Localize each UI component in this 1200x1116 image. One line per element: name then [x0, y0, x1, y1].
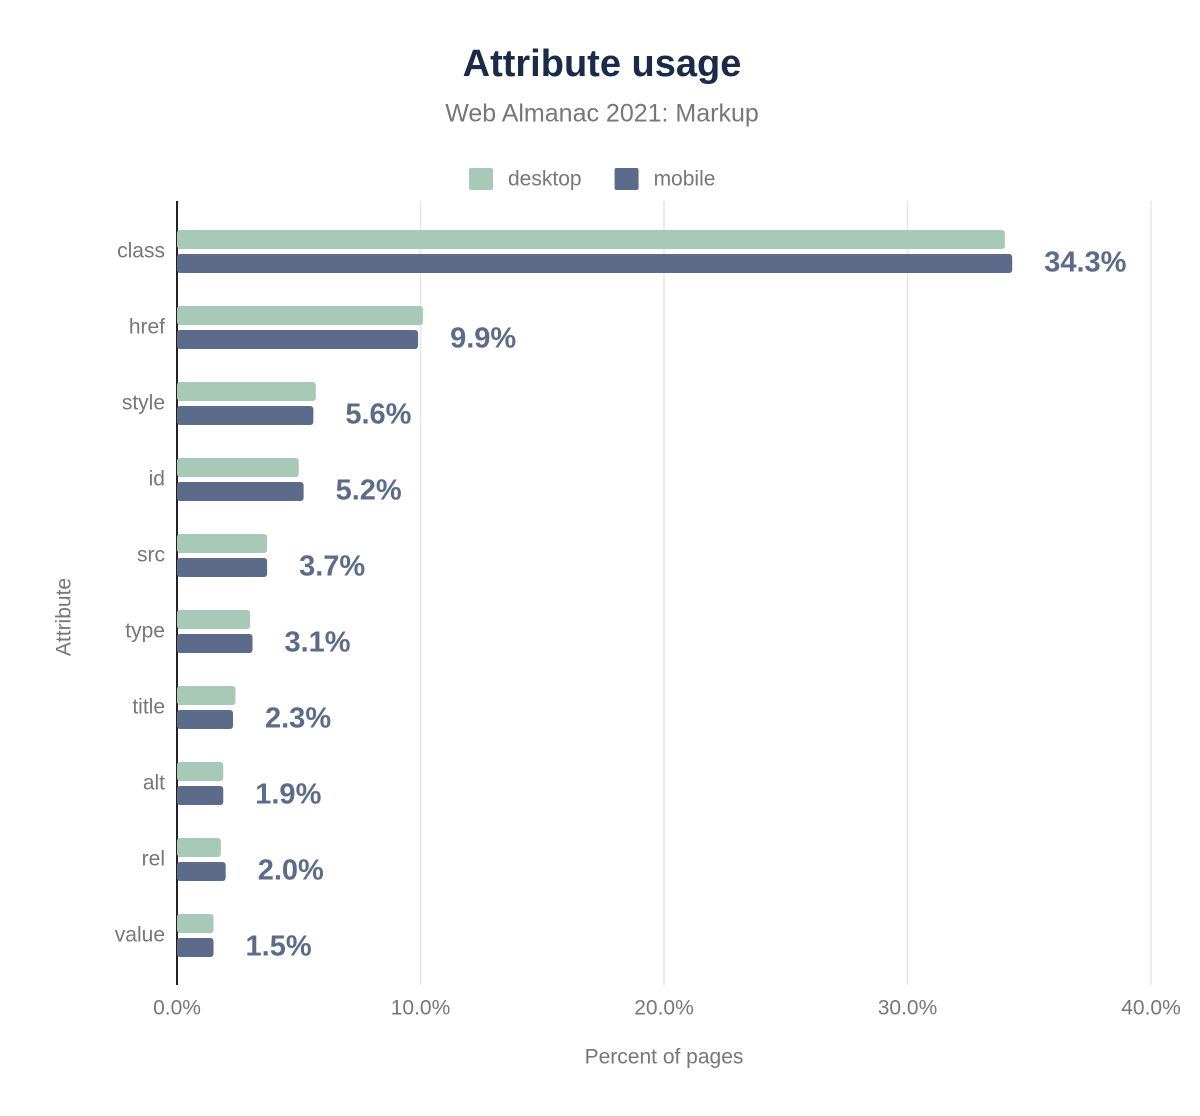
bar: [177, 230, 1005, 249]
value-label: 2.0%: [258, 855, 324, 887]
legend-label: mobile: [654, 168, 716, 191]
value-label: 3.7%: [299, 551, 365, 583]
bar: [177, 938, 214, 957]
bar: [177, 786, 224, 805]
bar: [177, 634, 253, 653]
bar: [177, 406, 314, 425]
y-axis-title: Attribute: [53, 578, 76, 656]
y-tick-label: title: [132, 696, 165, 719]
y-tick-label: class: [117, 240, 165, 263]
bar: [177, 382, 316, 401]
legend-swatch: [469, 168, 493, 190]
y-tick-label: style: [122, 392, 165, 415]
bar: [177, 482, 304, 501]
y-tick-label: rel: [142, 848, 165, 871]
value-label: 3.1%: [284, 627, 350, 659]
x-axis-title: Percent of pages: [585, 1046, 744, 1069]
x-tick-label: 10.0%: [391, 997, 451, 1020]
x-tick-label: 30.0%: [878, 997, 938, 1020]
y-tick-label: type: [125, 620, 165, 643]
bar: [177, 558, 268, 577]
value-label: 1.9%: [255, 779, 321, 811]
y-tick-label: src: [137, 544, 165, 567]
bar: [177, 610, 251, 629]
bar: [177, 710, 234, 729]
bar: [177, 534, 268, 553]
x-tick-label: 40.0%: [1121, 997, 1181, 1020]
chart-title: Attribute usage: [463, 43, 742, 85]
bar: [177, 862, 226, 881]
x-tick-label: 20.0%: [634, 997, 694, 1020]
bar: [177, 330, 419, 349]
y-tick-label: value: [115, 924, 165, 947]
y-tick-label: alt: [143, 772, 165, 795]
value-label: 2.3%: [265, 703, 331, 735]
x-tick-label: 0.0%: [153, 997, 201, 1020]
bar: [177, 686, 236, 705]
bar: [177, 762, 224, 781]
y-tick-label: id: [149, 468, 165, 491]
value-label: 5.2%: [336, 475, 402, 507]
bar: [177, 458, 299, 477]
bar: [177, 914, 214, 933]
bar: [177, 254, 1013, 273]
bar: [177, 838, 221, 857]
value-label: 1.5%: [246, 931, 312, 963]
value-label: 5.6%: [345, 399, 411, 431]
bar: [177, 306, 423, 325]
legend-swatch: [614, 168, 639, 190]
value-label: 34.3%: [1044, 247, 1126, 279]
y-tick-label: href: [129, 316, 165, 339]
value-label: 9.9%: [450, 323, 516, 355]
legend-label: desktop: [508, 168, 582, 191]
chart-subtitle: Web Almanac 2021: Markup: [445, 100, 759, 128]
